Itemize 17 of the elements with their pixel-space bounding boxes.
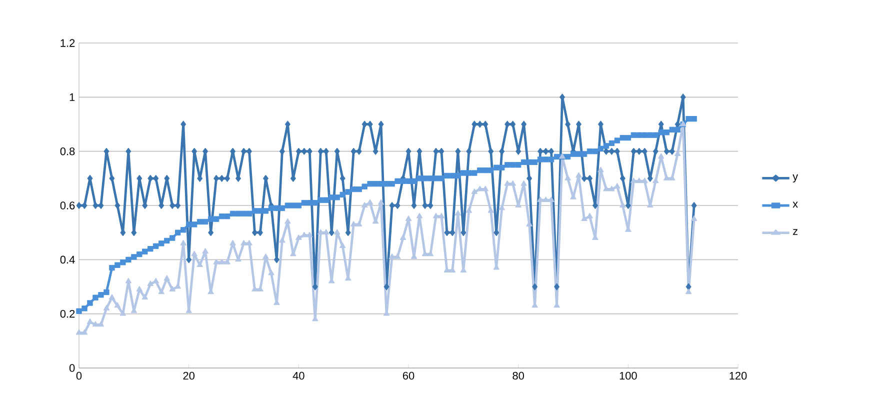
y-tick-label: 0.2 [60,310,75,318]
x-tick-label: 0 [76,372,82,380]
x-tick-label: 100 [620,372,637,380]
x-tick-label: 120 [730,372,747,380]
x-tick-label: 60 [402,372,414,380]
legend-label: x [792,202,798,208]
y-tick-label: 0 [69,364,75,372]
x-tick-label: 40 [292,372,304,380]
y-tick-label: 0.4 [60,256,75,264]
y-tick-label: 1 [70,93,75,101]
legend-label: z [793,229,798,235]
y-tick-label: 1.2 [60,39,75,47]
y-tick-label: 0.6 [60,202,75,210]
legend-label: y [792,174,798,182]
x-tick-label: 80 [512,372,524,380]
y-tick-label: 0.8 [60,147,75,156]
x-tick-label: 20 [183,372,194,380]
